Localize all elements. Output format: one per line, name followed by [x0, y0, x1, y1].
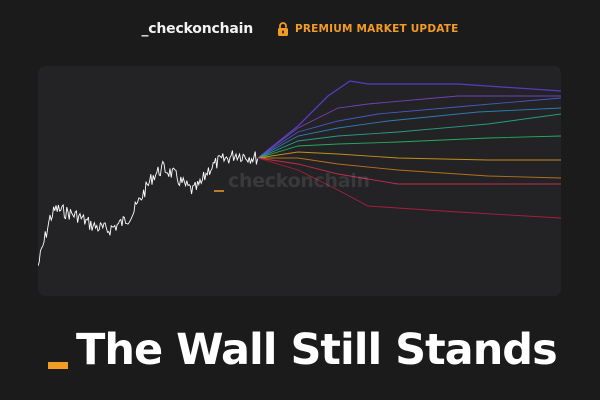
projection-band-line: [257, 107, 561, 159]
projection-band-line: [258, 157, 561, 179]
premium-badge: PREMIUM MARKET UPDATE: [277, 22, 459, 36]
premium-label: PREMIUM MARKET UPDATE: [294, 23, 459, 35]
projection-band-line: [257, 95, 561, 159]
headline: The Wall Still Stands: [48, 311, 588, 375]
projection-band-line: [257, 80, 561, 159]
brand-logo-text[interactable]: _checkonchain: [141, 21, 254, 37]
projection-band-line: [257, 151, 561, 161]
lock-icon: [277, 22, 289, 36]
projection-band-line: [257, 113, 561, 159]
projection-band-line: [257, 157, 561, 219]
price-series-line: [38, 150, 259, 267]
chart-watermark: checkonchain: [228, 170, 370, 192]
headline-title: The Wall Still Stands: [76, 325, 558, 375]
top-bar: _checkonchain PREMIUM MARKET UPDATE: [0, 18, 600, 40]
headline-cursor-mark: [48, 362, 68, 369]
price-projection-chart: [38, 80, 561, 267]
projection-band-line: [257, 135, 561, 159]
projection-band-line: [257, 97, 561, 159]
projection-band-line: [257, 157, 561, 185]
chart-card: checkonchain: [38, 66, 561, 296]
